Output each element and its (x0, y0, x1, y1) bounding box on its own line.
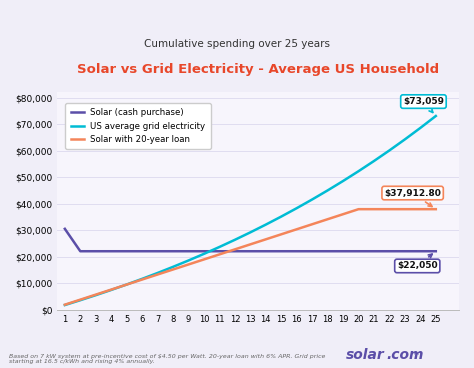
Text: Cumulative spending over 25 years: Cumulative spending over 25 years (144, 39, 330, 49)
Text: $73,059: $73,059 (403, 97, 444, 113)
Text: .com: .com (386, 348, 424, 362)
Text: $37,912.80: $37,912.80 (384, 188, 441, 206)
Text: ™: ™ (413, 352, 420, 358)
Text: $22,050: $22,050 (397, 254, 438, 270)
Text: Based on 7 kW system at pre-incentive cost of $4.50 per Watt. 20-year loan with : Based on 7 kW system at pre-incentive co… (9, 354, 326, 364)
Legend: Solar (cash purchase), US average grid electricity, Solar with 20-year loan: Solar (cash purchase), US average grid e… (65, 103, 211, 149)
Title: Solar vs Grid Electricity - Average US Household: Solar vs Grid Electricity - Average US H… (77, 63, 439, 76)
Text: solar: solar (346, 348, 385, 362)
